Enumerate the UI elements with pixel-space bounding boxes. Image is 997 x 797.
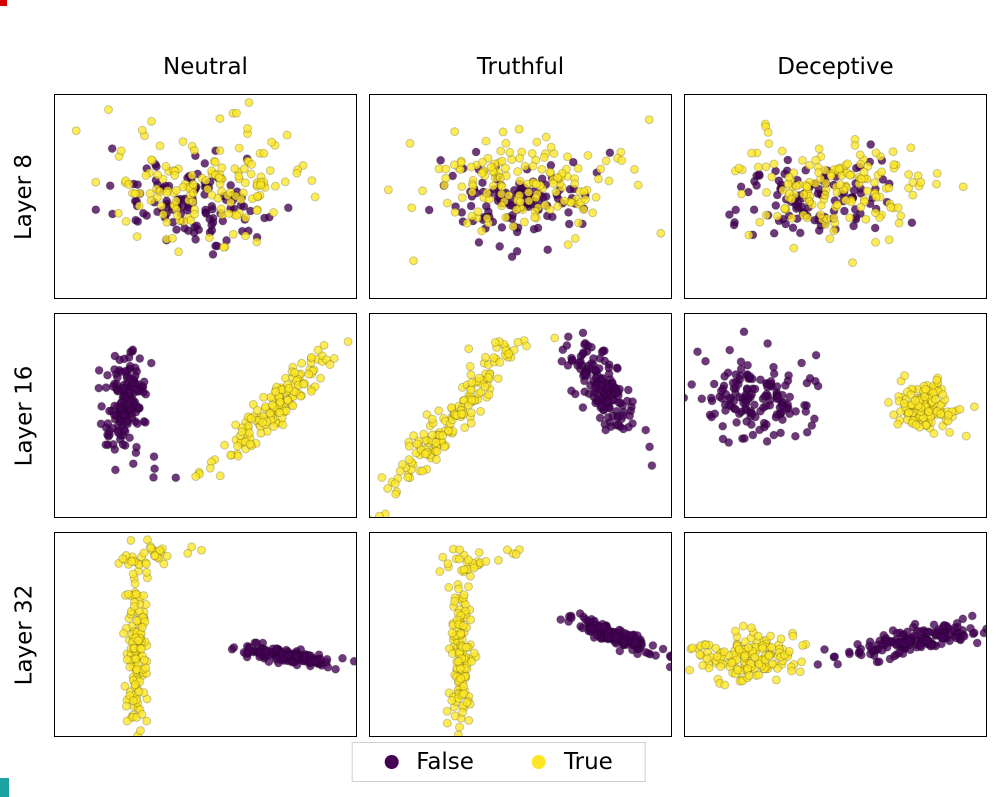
panel-layer16-neutral	[54, 313, 357, 518]
subplot-grid: Neutral Truthful Deceptive Layer 8 Layer…	[6, 44, 987, 737]
corner-artifact-top-left	[0, 0, 7, 6]
row-label-layer-8: Layer 8	[11, 153, 38, 240]
panel-layer32-neutral	[54, 532, 357, 737]
panel-layer8-deceptive	[684, 94, 987, 299]
row-label-layer-16: Layer 16	[11, 365, 37, 466]
column-title-deceptive: Deceptive	[777, 53, 894, 80]
column-title-truthful: Truthful	[476, 53, 565, 80]
panel-layer16-deceptive	[684, 313, 987, 518]
row-label-layer-32: Layer 32	[11, 584, 37, 685]
panel-layer8-neutral	[54, 94, 357, 299]
panel-layer16-truthful	[369, 313, 672, 518]
grid-corner-spacer	[6, 44, 42, 80]
legend-label-true: True	[563, 749, 613, 775]
column-title-neutral: Neutral	[163, 53, 248, 80]
false-dot-icon	[384, 755, 399, 769]
legend-item-false: False	[384, 749, 474, 775]
legend-item-true: True	[531, 749, 613, 775]
panel-layer32-deceptive	[684, 532, 987, 737]
true-dot-icon	[531, 755, 546, 769]
legend-label-false: False	[416, 749, 474, 775]
corner-artifact-bottom-left	[0, 778, 9, 797]
panel-layer32-truthful	[369, 532, 672, 737]
legend: False True	[351, 742, 646, 782]
panel-layer8-truthful	[369, 94, 672, 299]
